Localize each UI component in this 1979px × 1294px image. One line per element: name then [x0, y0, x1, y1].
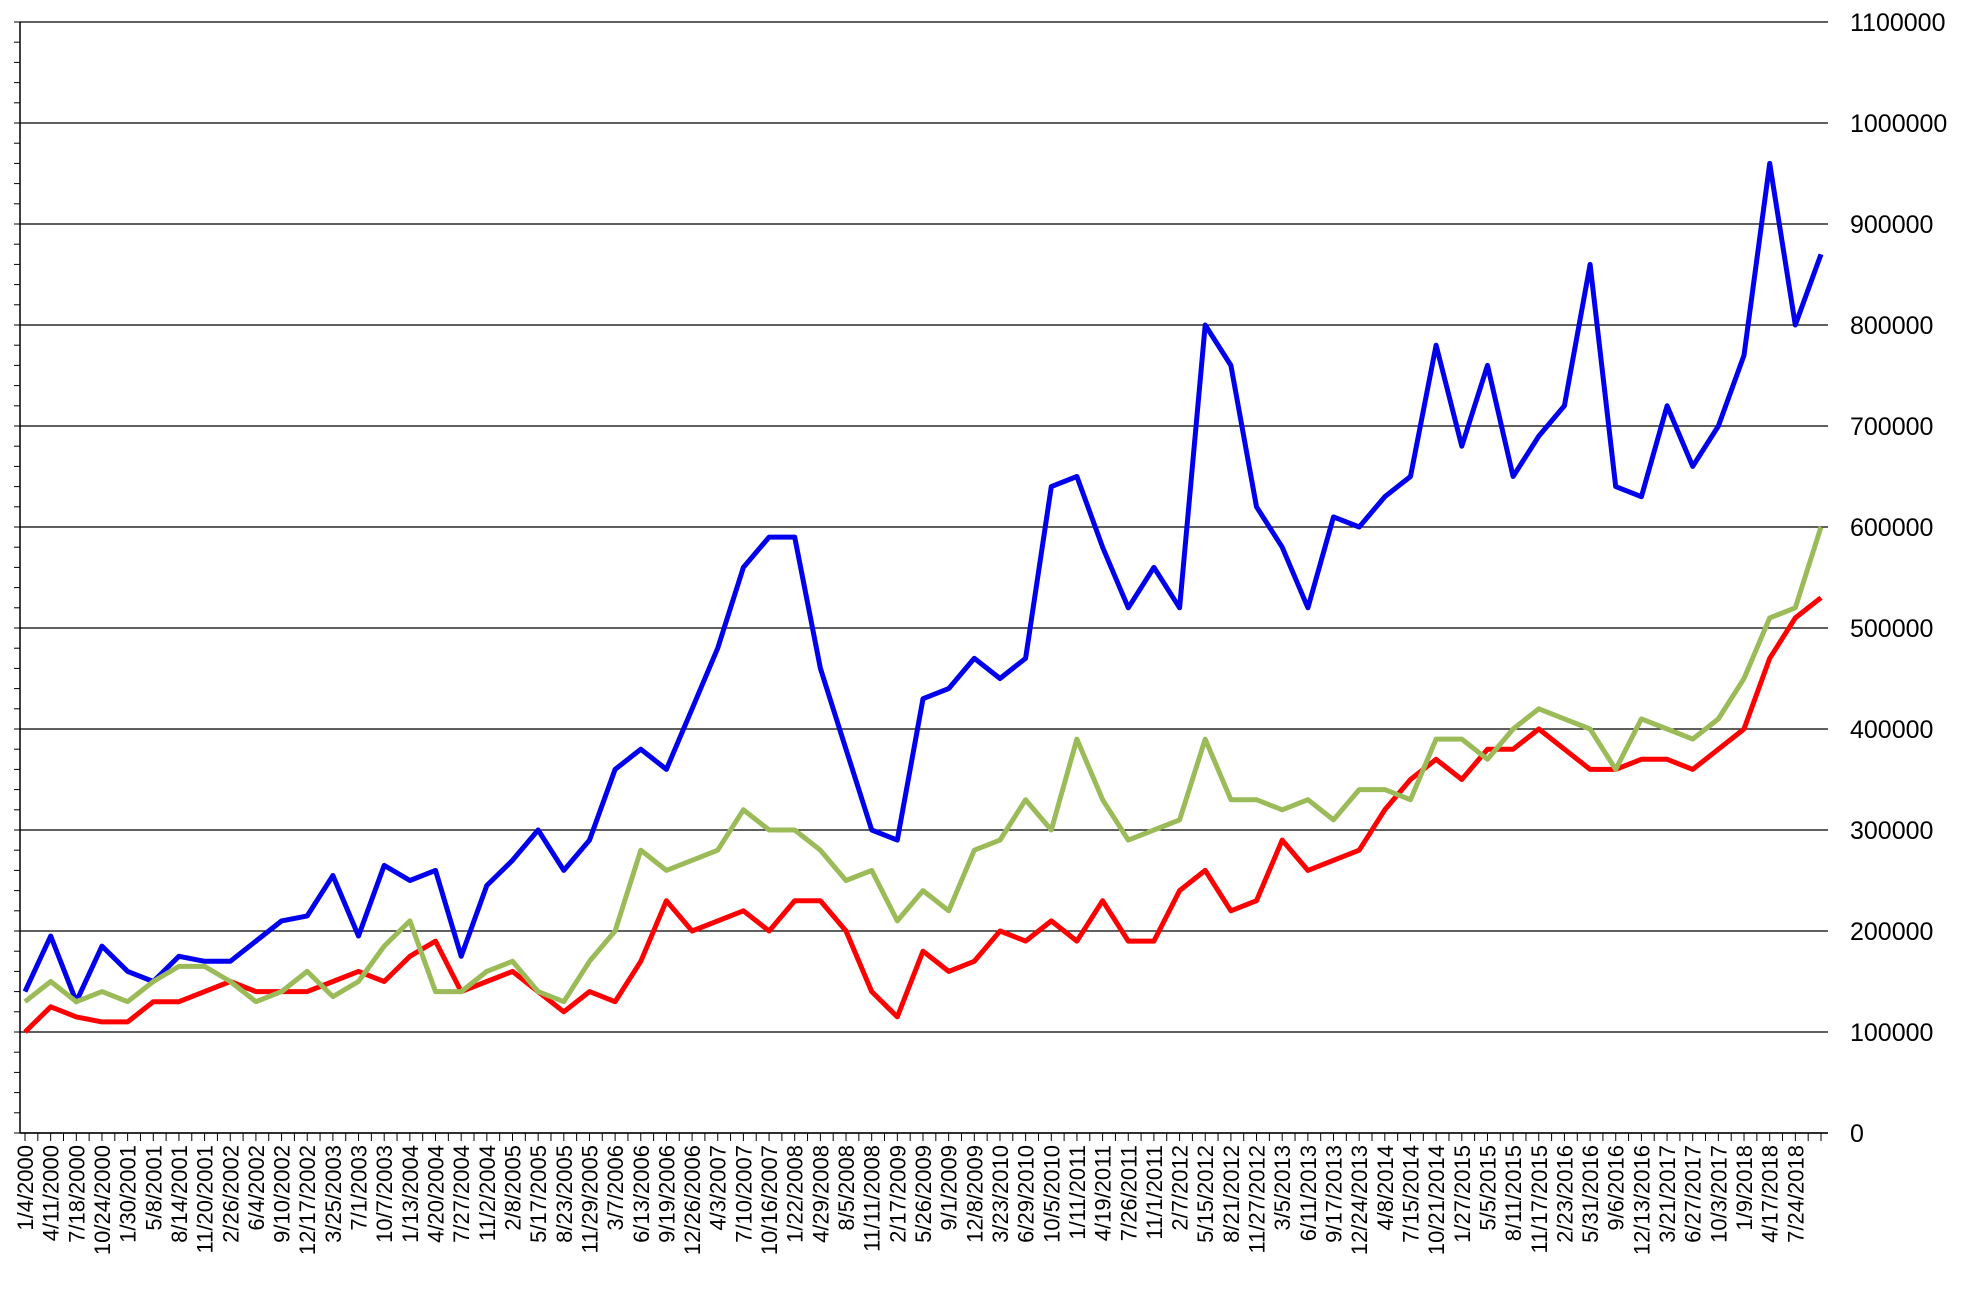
- x-tick-label: 2/26/2002: [218, 1145, 243, 1243]
- x-tick-label: 2/17/2009: [885, 1145, 910, 1243]
- x-tick-label: 7/27/2004: [449, 1145, 474, 1243]
- x-tick-label: 10/21/2014: [1424, 1145, 1449, 1255]
- x-tick-label: 11/1/2011: [1142, 1145, 1167, 1240]
- x-tick-label: 7/26/2011: [1116, 1145, 1141, 1241]
- x-tick-label: 11/17/2015: [1527, 1145, 1552, 1253]
- x-tick-label: 6/11/2013: [1296, 1145, 1321, 1241]
- x-tick-label: 12/24/2013: [1347, 1145, 1372, 1255]
- x-tick-label: 4/19/2011: [1091, 1145, 1116, 1241]
- x-tick-label: 5/15/2012: [1193, 1145, 1218, 1243]
- y-tick-label: 300000: [1850, 817, 1933, 845]
- x-tick-label: 3/25/2003: [321, 1145, 346, 1243]
- y-tick-label: 600000: [1850, 514, 1933, 542]
- x-tick-label: 1/9/2018: [1732, 1145, 1757, 1231]
- x-tick-label: 7/24/2018: [1783, 1145, 1808, 1243]
- data-line: [23, 526, 1824, 1005]
- x-tick-label: 5/31/2016: [1578, 1145, 1603, 1243]
- data-line: [23, 595, 1823, 1034]
- x-tick-label: 7/15/2014: [1398, 1145, 1423, 1243]
- x-tick-label: 12/17/2002: [295, 1145, 320, 1255]
- x-tick-label: 6/27/2017: [1681, 1145, 1706, 1243]
- x-tick-label: 8/11/2015: [1501, 1145, 1526, 1241]
- x-tick-label: 5/26/2009: [911, 1145, 936, 1243]
- x-tick-label: 6/4/2002: [244, 1145, 269, 1231]
- x-tick-label: 1/27/2015: [1450, 1145, 1475, 1243]
- x-tick-label: 8/5/2008: [834, 1145, 859, 1231]
- x-tick-label: 3/23/2010: [988, 1145, 1013, 1243]
- y-tick-label: 500000: [1850, 615, 1933, 643]
- x-tick-label: 1/22/2008: [783, 1145, 808, 1243]
- x-tick-label: 6/29/2010: [1014, 1145, 1039, 1243]
- y-tick-label: 100000: [1850, 1019, 1933, 1047]
- x-tick-label: 8/23/2005: [552, 1145, 577, 1243]
- x-tick-label: 6/13/2006: [629, 1145, 654, 1243]
- x-tick-label: 9/10/2002: [270, 1145, 295, 1243]
- y-tick-label: 1100000: [1850, 9, 1945, 37]
- x-tick-label: 10/24/2000: [90, 1145, 115, 1255]
- y-tick-label: 200000: [1850, 918, 1933, 946]
- x-tick-label: 7/1/2003: [347, 1145, 372, 1231]
- x-tick-label: 1/4/2000: [13, 1145, 38, 1231]
- x-tick-label: 2/7/2012: [1168, 1145, 1193, 1231]
- y-tick-label: 400000: [1850, 716, 1933, 744]
- x-tick-label: 4/17/2018: [1758, 1145, 1783, 1243]
- x-tick-label: 5/5/2015: [1475, 1145, 1500, 1231]
- x-tick-label: 10/7/2003: [372, 1145, 397, 1243]
- x-tick-label: 4/8/2014: [1373, 1145, 1398, 1231]
- x-tick-label: 8/21/2012: [1219, 1145, 1244, 1243]
- x-tick-label: 11/27/2012: [1245, 1145, 1270, 1253]
- x-tick-label: 9/6/2016: [1604, 1145, 1629, 1231]
- x-tick-label: 4/20/2004: [424, 1145, 449, 1243]
- x-tick-label: 5/8/2001: [141, 1145, 166, 1231]
- y-tick-label: 900000: [1850, 211, 1933, 239]
- x-tick-label: 11/2/2004: [475, 1145, 500, 1241]
- x-tick-label: 8/14/2001: [167, 1145, 192, 1243]
- x-tick-label: 2/8/2005: [500, 1145, 525, 1231]
- x-tick-label: 11/11/2008: [860, 1145, 885, 1252]
- y-tick-label: 1000000: [1850, 110, 1947, 138]
- x-tick-label: 12/13/2016: [1629, 1145, 1654, 1255]
- x-tick-label: 11/20/2001: [193, 1145, 218, 1253]
- y-tick-label: 700000: [1850, 413, 1933, 441]
- x-tick-label: 9/19/2006: [654, 1145, 679, 1243]
- x-tick-label: 4/29/2008: [808, 1145, 833, 1243]
- x-tick-label: 5/17/2005: [526, 1145, 551, 1243]
- x-tick-label: 11/29/2005: [577, 1145, 602, 1253]
- x-tick-label: 3/5/2013: [1270, 1145, 1295, 1231]
- x-tick-label: 1/13/2004: [398, 1145, 423, 1243]
- x-tick-label: 10/5/2010: [1039, 1145, 1064, 1243]
- x-tick-label: 2/23/2016: [1552, 1145, 1577, 1243]
- x-tick-label: 10/16/2007: [757, 1145, 782, 1255]
- x-tick-label: 9/1/2009: [937, 1145, 962, 1231]
- x-tick-label: 9/17/2013: [1322, 1145, 1347, 1243]
- x-tick-label: 12/26/2006: [680, 1145, 705, 1255]
- x-tick-label: 1/30/2001: [116, 1145, 141, 1243]
- x-tick-label: 7/10/2007: [731, 1145, 756, 1243]
- x-tick-label: 12/8/2009: [962, 1145, 987, 1243]
- x-tick-label: 3/21/2017: [1655, 1145, 1680, 1243]
- y-tick-label: 800000: [1850, 312, 1933, 340]
- x-tick-label: 4/11/2000: [39, 1145, 64, 1241]
- y-tick-label: 0: [1850, 1120, 1864, 1148]
- x-tick-label: 10/3/2017: [1706, 1145, 1731, 1243]
- x-tick-label: 3/7/2006: [603, 1145, 628, 1231]
- x-tick-label: 1/11/2011: [1065, 1145, 1090, 1240]
- data-line: [22, 160, 1824, 1005]
- x-tick-label: 4/3/2007: [706, 1145, 731, 1231]
- x-tick-label: 7/18/2000: [64, 1145, 89, 1243]
